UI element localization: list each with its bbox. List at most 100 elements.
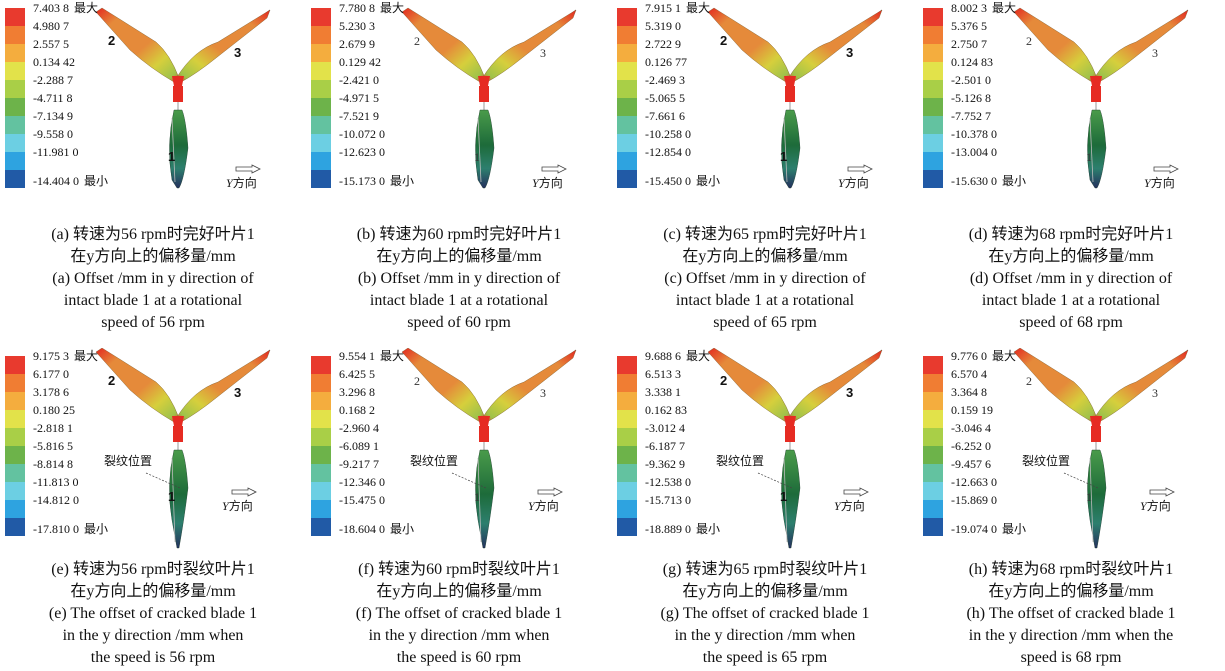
legend-value-text: 6.513 3 xyxy=(645,367,681,381)
legend-value-text: 6.425 5 xyxy=(339,367,375,381)
legend-value: -4.711 8 xyxy=(33,91,73,105)
y-direction-label: Y方向 xyxy=(838,174,869,191)
legend-value-text: -5.065 5 xyxy=(645,91,685,105)
legend-value-text: 2.722 9 xyxy=(645,37,681,51)
legend-value: 9.688 6 最大 xyxy=(645,349,710,363)
legend-value: -9.217 7 xyxy=(339,457,379,471)
legend-value-text: -12.623 0 xyxy=(339,145,385,159)
figure-panel-b: 7.780 8 最大 5.230 3 2.679 9 0.129 42 -2.421 0 -… xyxy=(306,0,612,340)
caption-chinese-line: 在y方向上的偏移量/mm xyxy=(376,583,542,600)
legend-entry: -8.814 8 xyxy=(5,457,155,482)
legend-swatch xyxy=(617,410,637,428)
legend-value: -7.661 6 xyxy=(645,109,685,123)
legend-value: -6.187 7 xyxy=(645,439,685,453)
legend-entry: -9.362 9 xyxy=(617,457,767,482)
legend-value: 0.134 42 xyxy=(33,55,75,69)
legend-swatch xyxy=(923,98,943,116)
direction-text: 方向 xyxy=(538,176,563,190)
legend-swatch xyxy=(5,374,25,392)
blade-1-edge xyxy=(783,457,788,543)
blade-3-shape xyxy=(1094,9,1189,83)
legend-value: -5.126 8 xyxy=(951,91,991,105)
legend-value-text: -8.814 8 xyxy=(33,457,73,471)
legend-entry: -18.604 0 最小 xyxy=(311,518,461,536)
blade-number-1: 1 xyxy=(1086,150,1092,164)
legend-value-text: 0.124 83 xyxy=(951,55,993,69)
y-axis-letter: Y xyxy=(838,176,845,190)
blade-1-edge xyxy=(783,117,788,183)
blade-number-2: 2 xyxy=(720,373,728,388)
legend-value-text: -18.604 0 xyxy=(339,522,385,536)
legend-value-text: -6.089 1 xyxy=(339,439,379,453)
legend-value: -10.072 0 xyxy=(339,127,385,141)
legend-value-text: 3.296 8 xyxy=(339,385,375,399)
legend-swatch xyxy=(923,8,943,26)
legend-swatch xyxy=(5,356,25,374)
legend-swatch xyxy=(5,8,25,26)
legend-swatch xyxy=(923,464,943,482)
hub-shape xyxy=(784,76,796,86)
y-direction-label: Y方向 xyxy=(1144,174,1175,191)
blade-number-2: 2 xyxy=(720,33,728,48)
legend-entry: 9.175 3 最大 xyxy=(5,349,155,374)
legend-swatch xyxy=(311,410,331,428)
legend-max-label: 最大 xyxy=(992,349,1017,363)
legend-entry: -12.346 0 xyxy=(311,475,461,500)
y-direction-arrow xyxy=(541,164,567,174)
blade-number-1: 1 xyxy=(780,489,788,504)
legend-swatch xyxy=(923,152,943,170)
legend-value: 9.554 1 最大 xyxy=(339,349,404,363)
legend-entry: -5.065 5 xyxy=(617,91,767,116)
legend-swatch xyxy=(923,482,943,500)
legend-swatch xyxy=(5,26,25,44)
blade-1-edge xyxy=(171,117,176,183)
legend-value-text: -12.663 0 xyxy=(951,475,997,489)
legend-entry: -5.126 8 xyxy=(923,91,1073,116)
legend-value-text: 0.168 2 xyxy=(339,403,375,417)
legend-value: 9.175 3 最大 xyxy=(33,349,98,363)
figure-caption: (h) 转速为68 rpm时裂纹叶片1 在y方向上的偏移量/mm (h) The o… xyxy=(918,559,1224,669)
legend-swatch xyxy=(311,392,331,410)
y-direction-label: Y方向 xyxy=(1140,497,1171,514)
blade-3-shape xyxy=(788,349,883,423)
legend-value-text: 0.180 25 xyxy=(33,403,75,417)
legend-entry: 6.425 5 xyxy=(311,367,461,392)
blade-number-3: 3 xyxy=(234,45,242,60)
caption-english-line: (e) The offset of cracked blade 1 xyxy=(48,605,258,622)
legend-value: -6.089 1 xyxy=(339,439,379,453)
y-direction-arrow xyxy=(847,164,873,174)
legend-swatch xyxy=(311,500,331,518)
blade-number-2: 2 xyxy=(1026,34,1032,48)
legend-value: -10.258 0 xyxy=(645,127,691,141)
blade-3-shape xyxy=(482,9,577,83)
legend-value-text: 0.159 19 xyxy=(951,403,993,417)
rotor-figure: 7.915 1 最大 5.319 0 2.722 9 0.126 77 -2.469 3 -… xyxy=(612,0,918,210)
legend-entry: 5.376 5 xyxy=(923,19,1073,44)
legend-entry: 0.162 83 xyxy=(617,403,767,428)
caption-english-line: speed of 60 rpm xyxy=(407,314,511,331)
figure-caption: (e) 转速为56 rpm时裂纹叶片1 在y方向上的偏移量/mm (e) The o… xyxy=(0,559,306,669)
legend-entry: -6.187 7 xyxy=(617,439,767,464)
legend-swatch xyxy=(617,464,637,482)
y-direction-label: Y方向 xyxy=(532,174,563,191)
blade-number-3: 3 xyxy=(540,46,546,60)
legend-swatch xyxy=(311,464,331,482)
legend-value-text: -2.501 0 xyxy=(951,73,991,87)
legend-entry: 0.180 25 xyxy=(5,403,155,428)
figure-panel-f: 9.554 1 最大 6.425 5 3.296 8 0.168 2 -2.960 4 -6… xyxy=(306,348,612,671)
legend-swatch xyxy=(617,356,637,374)
blade-number-2: 2 xyxy=(108,33,116,48)
legend-swatch xyxy=(311,518,331,536)
caption-chinese-line: 在y方向上的偏移量/mm xyxy=(682,583,848,600)
legend-value: -19.074 0 最小 xyxy=(951,522,1026,536)
caption-english-line: speed of 68 rpm xyxy=(1019,314,1123,331)
legend-value: -5.065 5 xyxy=(645,91,685,105)
legend-entry: -2.501 0 xyxy=(923,73,1073,98)
legend-min-label: 最小 xyxy=(1002,174,1027,188)
legend-value: 3.338 1 xyxy=(645,385,681,399)
legend-swatch xyxy=(923,518,943,536)
legend-swatch xyxy=(311,26,331,44)
legend-swatch xyxy=(5,410,25,428)
legend-value: -9.362 9 xyxy=(645,457,685,471)
legend-entry: -7.134 9 xyxy=(5,109,155,134)
